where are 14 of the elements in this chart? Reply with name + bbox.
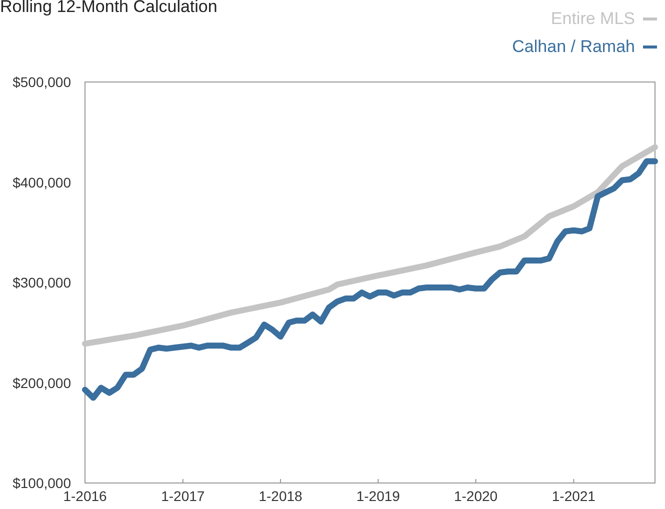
x-tick-label: 1-2016: [63, 488, 108, 504]
x-tick-label: 1-2020: [454, 488, 498, 504]
y-tick-label: $300,000: [12, 274, 72, 290]
y-tick-label: $100,000: [12, 475, 72, 491]
x-tick-label: 1-2017: [161, 488, 205, 504]
y-tick-label: $500,000: [12, 74, 72, 90]
x-tick-label: 1-2021: [552, 488, 596, 504]
x-tick-label: 1-2019: [356, 488, 400, 504]
legend-label: Calhan / Ramah: [512, 37, 635, 56]
y-tick-label: $200,000: [12, 374, 72, 391]
y-tick-label: $400,000: [12, 174, 72, 190]
chart-title: Rolling 12-Month Calculation: [0, 0, 218, 16]
legend-label: Entire MLS: [550, 9, 635, 28]
x-tick-label: 1-2018: [258, 488, 303, 504]
